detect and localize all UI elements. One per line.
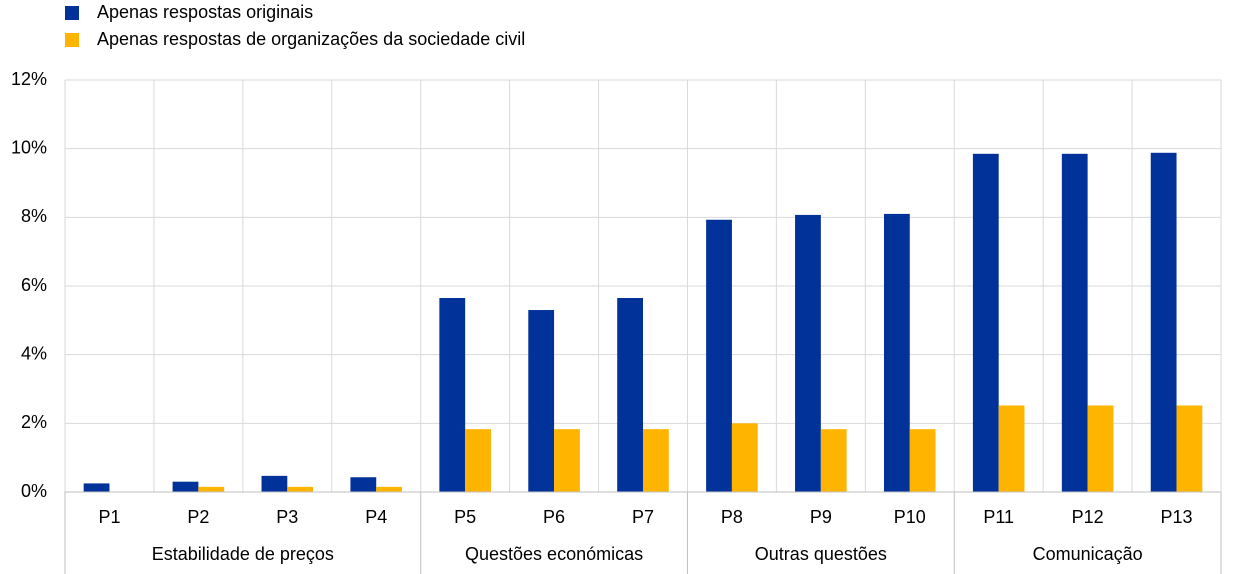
bar <box>883 213 910 492</box>
bar <box>731 423 758 492</box>
legend-swatch <box>65 6 79 20</box>
bar <box>909 429 936 492</box>
x-tick-label: P5 <box>454 507 476 527</box>
group-label: Questões económicas <box>465 544 643 564</box>
bar <box>1087 405 1114 492</box>
bar <box>465 429 491 492</box>
bar <box>83 483 110 492</box>
bar <box>706 219 732 492</box>
legend-swatch <box>65 33 79 47</box>
bar <box>643 429 669 492</box>
x-tick-label: P7 <box>632 507 654 527</box>
bar <box>198 486 225 492</box>
bar <box>1150 152 1177 492</box>
y-tick-label: 10% <box>11 137 47 157</box>
bar <box>528 310 555 492</box>
bar <box>287 486 314 492</box>
bar <box>376 486 403 492</box>
x-tick-label: P9 <box>810 507 832 527</box>
x-tick-label: P13 <box>1161 507 1193 527</box>
bar <box>998 405 1025 492</box>
y-tick-label: 8% <box>21 206 47 226</box>
bar <box>795 214 821 492</box>
bar <box>820 429 847 492</box>
x-tick-label: P4 <box>365 507 387 527</box>
bar <box>554 429 580 492</box>
legend-label: Apenas respostas de organizações da soci… <box>97 29 525 49</box>
x-tick-label: P8 <box>721 507 743 527</box>
y-tick-label: 0% <box>21 481 47 501</box>
legend-label: Apenas respostas originais <box>97 2 313 22</box>
bar <box>1061 153 1088 493</box>
y-tick-label: 4% <box>21 343 47 363</box>
bar <box>172 481 199 492</box>
bar <box>261 475 288 492</box>
y-tick-label: 6% <box>21 275 47 295</box>
bar <box>1176 405 1203 492</box>
x-tick-label: P11 <box>983 507 1014 527</box>
bar <box>439 298 466 492</box>
group-label: Outras questões <box>755 544 887 564</box>
x-tick-label: P6 <box>543 507 565 527</box>
bar <box>350 477 377 492</box>
x-tick-label: P3 <box>276 507 298 527</box>
group-label: Comunicação <box>1033 544 1143 564</box>
y-tick-label: 2% <box>21 412 47 432</box>
x-tick-label: P2 <box>187 507 209 527</box>
bar <box>617 298 643 492</box>
bar <box>972 153 999 493</box>
x-tick-label: P1 <box>98 507 120 527</box>
y-tick-label: 12% <box>11 69 47 89</box>
group-label: Estabilidade de preços <box>152 544 334 564</box>
x-tick-label: P12 <box>1072 507 1104 527</box>
x-tick-label: P10 <box>894 507 926 527</box>
